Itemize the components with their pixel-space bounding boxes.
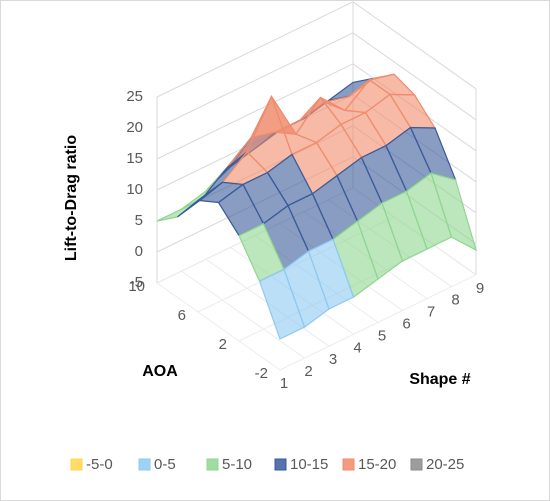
floor-grid-line xyxy=(181,270,305,359)
z-tick-label: 25 xyxy=(126,88,143,105)
x-tick-label: 8 xyxy=(451,292,459,309)
legend-swatch xyxy=(138,458,151,471)
x-tick-label: 4 xyxy=(353,339,361,356)
y-tick-label: 2 xyxy=(219,336,227,353)
z-tick-label: 20 xyxy=(126,119,143,136)
legend-swatch xyxy=(206,458,219,471)
floor-grid-line xyxy=(156,282,281,371)
legend-label: 20-25 xyxy=(426,456,464,473)
x-axis-label: Shape # xyxy=(409,371,470,388)
y-tick-label: 6 xyxy=(178,307,186,324)
y-tick-label: -2 xyxy=(255,365,268,382)
z-tick-label: 0 xyxy=(135,243,143,260)
x-tick-label: 2 xyxy=(304,363,312,380)
x-tick-label: 5 xyxy=(378,327,386,344)
x-tick-label: 7 xyxy=(427,304,435,321)
legend-label: 10-15 xyxy=(290,456,328,473)
legend-swatch xyxy=(70,458,83,471)
legend-label: 5-10 xyxy=(222,456,252,473)
floor-grid-line xyxy=(279,274,477,371)
legend-label: -5-0 xyxy=(86,456,113,473)
x-tick-label: 1 xyxy=(280,375,288,392)
z-tick-label: 15 xyxy=(126,150,143,167)
z-axis-label: Lift-to-Drag ratio xyxy=(63,135,80,261)
surface-patch xyxy=(258,268,306,340)
z-tick-label: 5 xyxy=(135,212,143,229)
y-axis-label: AOA xyxy=(142,363,178,380)
legend-label: 15-20 xyxy=(358,456,396,473)
legend-swatch xyxy=(410,458,423,471)
x-tick-label: 6 xyxy=(402,315,410,332)
legend-label: 0-5 xyxy=(154,456,176,473)
z-tick-label: 10 xyxy=(126,181,143,198)
legend-swatch xyxy=(274,458,287,471)
y-tick-label: 10 xyxy=(128,278,145,295)
x-tick-label: 3 xyxy=(329,351,337,368)
x-tick-label: 9 xyxy=(476,280,484,297)
legend-swatch xyxy=(342,458,355,471)
z-tick-label: -5 xyxy=(130,274,143,291)
